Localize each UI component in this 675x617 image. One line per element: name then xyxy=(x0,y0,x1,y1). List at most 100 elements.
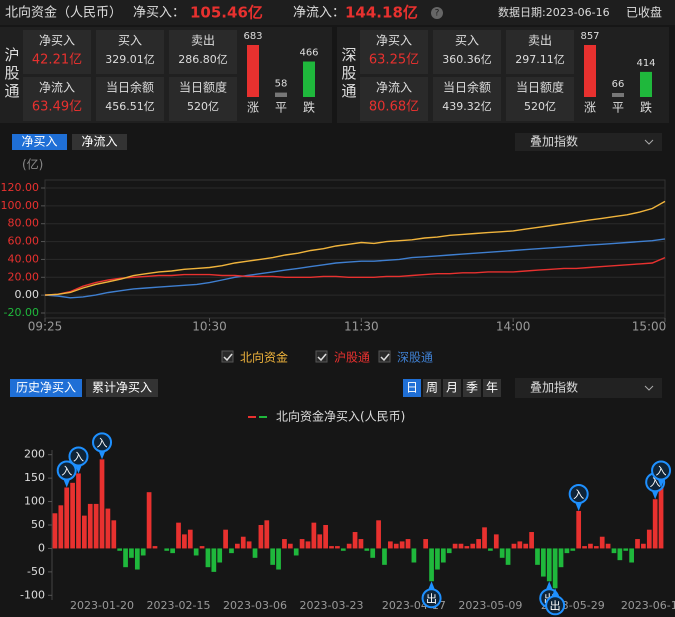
breadth-label: 跌 xyxy=(303,100,315,115)
flag-badge[interactable] xyxy=(568,483,589,504)
bar xyxy=(52,513,58,549)
panel-name: 深股通 xyxy=(340,47,358,101)
bar xyxy=(641,543,646,549)
bar xyxy=(252,548,258,558)
bar xyxy=(435,548,440,570)
overlay-select[interactable] xyxy=(515,133,662,151)
tab-label: 季 xyxy=(466,381,478,395)
stat-value: 439.32亿 xyxy=(442,100,492,113)
y-tick-label: 20.00 xyxy=(8,270,40,283)
tab[interactable] xyxy=(10,379,82,397)
bar xyxy=(352,532,358,549)
tab-label: 月 xyxy=(446,381,458,395)
flag-badge[interactable] xyxy=(421,588,442,609)
tab[interactable] xyxy=(463,379,481,397)
legend-checkbox[interactable] xyxy=(378,350,391,363)
tab[interactable] xyxy=(403,379,421,397)
bar xyxy=(211,548,217,572)
y-tick-label: 100.00 xyxy=(1,199,40,212)
flag-badge[interactable] xyxy=(545,595,566,616)
stat-cell xyxy=(23,30,91,74)
stat-label: 净买入 xyxy=(376,34,412,48)
stat-value: 42.21亿 xyxy=(32,53,82,68)
stat-value: 520亿 xyxy=(187,100,219,113)
bar xyxy=(182,534,187,549)
legend-label: 北向资金 xyxy=(240,350,288,365)
overlay-select-text: 叠加指数 xyxy=(530,380,578,395)
legend-checkbox[interactable] xyxy=(221,350,234,363)
tab[interactable] xyxy=(423,379,441,397)
bar xyxy=(464,546,470,549)
y-tick-label: 200 xyxy=(24,448,45,461)
stat-value: 360.36亿 xyxy=(442,53,492,66)
breadth-value: 414 xyxy=(636,58,655,69)
x-tick-label: 2023-05-09 xyxy=(458,599,522,612)
bar xyxy=(117,548,123,551)
x-tick-label: 2023-01-20 xyxy=(70,599,134,612)
bar xyxy=(76,473,81,549)
flag-badge[interactable] xyxy=(651,460,672,481)
bar xyxy=(223,529,228,549)
bar xyxy=(364,548,370,551)
bar xyxy=(170,548,175,554)
tab-label: 周 xyxy=(426,381,438,395)
tab[interactable] xyxy=(483,379,501,397)
bar xyxy=(340,548,346,551)
flag-badge[interactable] xyxy=(68,446,89,467)
bar xyxy=(82,515,87,549)
overlay-select[interactable] xyxy=(515,378,662,398)
stat-label: 买入 xyxy=(118,34,142,48)
stat-value: 329.01亿 xyxy=(105,53,155,66)
y-tick-label: 0.00 xyxy=(15,288,40,301)
bar xyxy=(246,541,252,549)
bar xyxy=(493,534,499,549)
stat-value: 63.25亿 xyxy=(369,53,419,68)
y-tick-label: -20.00 xyxy=(4,306,39,319)
bar xyxy=(270,548,276,565)
breadth-value: 857 xyxy=(580,31,599,42)
breadth-bar xyxy=(640,71,652,97)
help-icon[interactable] xyxy=(431,7,443,19)
data-date: 数据日期:2023-06-16 xyxy=(498,5,610,19)
bar xyxy=(282,539,287,549)
breadth-bar xyxy=(303,61,315,97)
stat-cell xyxy=(506,30,574,74)
stat-label: 净买入 xyxy=(39,34,75,48)
bar xyxy=(411,548,417,563)
bar xyxy=(488,548,493,551)
bar xyxy=(517,541,523,549)
bar xyxy=(217,548,223,563)
stat-cell xyxy=(433,77,501,121)
flag-badge[interactable] xyxy=(92,432,113,453)
y-unit: (亿) xyxy=(22,157,43,172)
bar xyxy=(399,541,405,549)
tab[interactable] xyxy=(72,134,127,150)
bar xyxy=(346,543,352,549)
breadth-bar xyxy=(275,92,287,97)
bar xyxy=(458,543,464,549)
bar xyxy=(235,543,240,549)
stat-label: 买入 xyxy=(455,34,479,48)
bar xyxy=(176,522,181,549)
bar xyxy=(529,532,534,549)
x-tick-label: 11:30 xyxy=(344,320,379,334)
legend-check xyxy=(223,353,233,362)
bar xyxy=(658,487,664,549)
bar xyxy=(611,548,617,554)
legend-label: 北向资金净买入(人民币) xyxy=(276,409,405,424)
bar xyxy=(470,543,476,549)
bar xyxy=(511,543,517,549)
bar xyxy=(193,548,199,556)
x-tick-label: 15:00 xyxy=(632,320,667,334)
bar xyxy=(293,548,299,556)
tab-label: 净流入 xyxy=(81,135,117,149)
breadth-label: 涨 xyxy=(584,100,596,115)
legend-checkbox[interactable] xyxy=(315,350,328,363)
tab[interactable] xyxy=(86,379,158,397)
tab[interactable] xyxy=(12,134,67,150)
flag-badge[interactable] xyxy=(56,460,77,481)
header-bar xyxy=(0,0,675,25)
tab[interactable] xyxy=(443,379,461,397)
bar xyxy=(505,548,511,565)
stat-value: 63.49亿 xyxy=(32,100,82,115)
